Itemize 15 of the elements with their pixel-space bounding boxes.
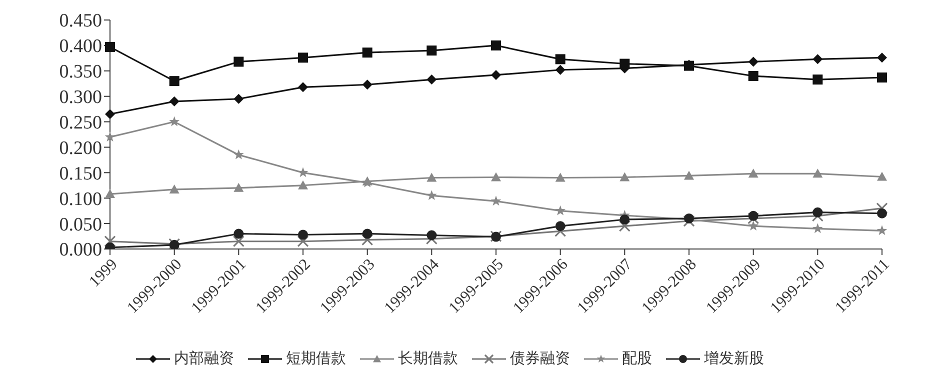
y-tick-label: 0.100	[59, 188, 102, 210]
y-tick-label: 0.050	[59, 214, 102, 236]
y-tick-label: 0.450	[59, 10, 102, 32]
y-tick-label: 0.400	[59, 36, 102, 58]
legend-label: 债券融资	[509, 350, 570, 368]
y-tick-label: 0.250	[59, 112, 102, 134]
y-tick-label: 0.150	[59, 163, 102, 184]
y-tick-label: 0.350	[59, 62, 102, 83]
y-tick-label: 0.300	[59, 87, 102, 108]
legend-label: 配股	[621, 350, 652, 368]
y-tick-label: 0.200	[59, 138, 102, 159]
legend-label: 增发新股	[703, 350, 764, 368]
legend-label: 内部融资	[173, 350, 234, 368]
legend-label: 长期借款	[397, 350, 458, 368]
legend-label: 短期借款	[285, 350, 346, 368]
